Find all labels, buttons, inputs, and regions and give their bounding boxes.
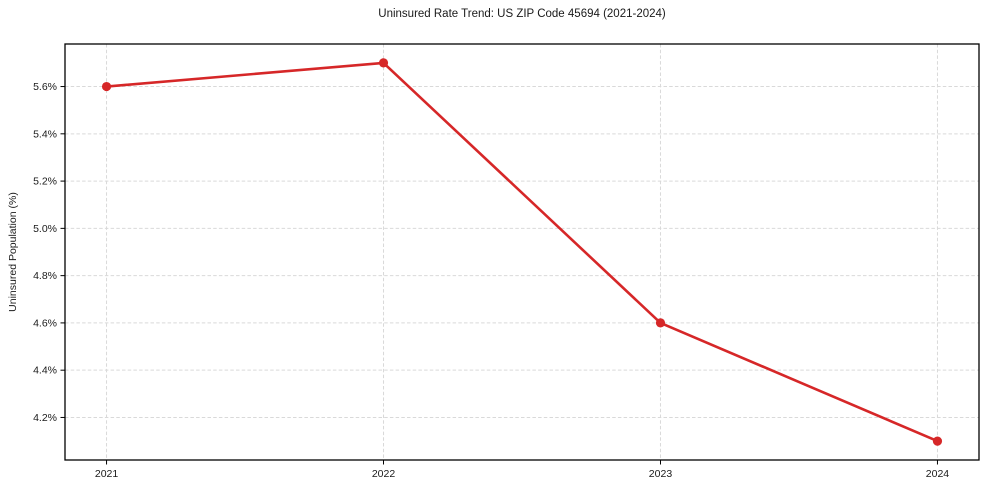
- axis-ticks: [60, 86, 938, 465]
- y-tick-label: 4.4%: [33, 365, 57, 377]
- y-tick-label: 4.6%: [33, 317, 57, 329]
- data-point: [655, 318, 666, 328]
- data-point: [101, 81, 112, 92]
- y-tick-label: 5.4%: [33, 128, 57, 140]
- y-tick-label: 4.8%: [33, 270, 57, 282]
- gridlines: [65, 44, 979, 460]
- tick-labels: 4.2% 4.4% 4.6% 4.8% 5.0% 5.2% 5.4% 5.6% 2021 2022…: [33, 81, 949, 480]
- line-series: [105, 61, 939, 443]
- data-markers: [101, 58, 943, 446]
- x-tick-label: 2023: [649, 468, 673, 480]
- data-point: [378, 58, 389, 68]
- y-tick-label: 5.2%: [33, 176, 57, 188]
- chart-title: Uninsured Rate Trend: US ZIP Code 45694 …: [378, 8, 666, 20]
- axes-spines: [64, 43, 980, 461]
- y-tick-label: 5.0%: [33, 223, 57, 235]
- x-tick-label: 2022: [372, 468, 396, 480]
- x-tick-label: 2021: [95, 468, 119, 480]
- y-tick-label: 5.6%: [33, 81, 57, 93]
- data-point: [932, 436, 943, 446]
- x-tick-label: 2024: [926, 468, 950, 480]
- y-tick-label: 4.2%: [33, 412, 57, 424]
